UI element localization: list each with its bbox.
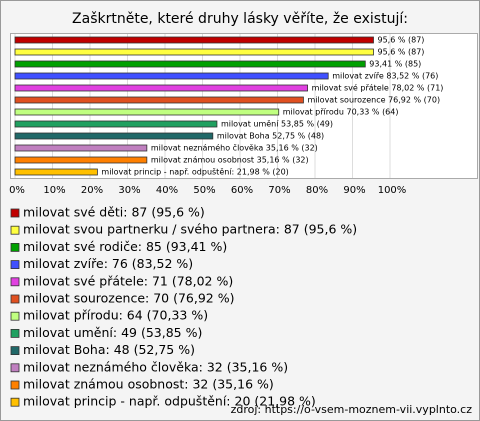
legend-label: milovat zvíře: 76 (83,52 %) [23,256,193,271]
data-label: milovat zvíře 83,52 % (76) [332,72,438,81]
source: zdroj: https://o-vsem-moznem-vii.vyplnto… [231,403,473,416]
legend-swatch [10,225,20,235]
x-tick-label: 60% [231,185,253,196]
data-label: 95,6 % (87) [378,36,425,45]
legend-label: milovat neznámého člověka: 32 (35,16 %) [23,359,288,374]
legend-label: milovat své rodiče: 85 (93,41 %) [23,239,227,254]
data-label: milovat princip - např. odpuštění: 21,98… [101,167,288,177]
legend-swatch [10,311,20,321]
x-tick-label: 0% [9,185,25,196]
legend-swatch [10,260,20,270]
x-tick-label: 50% [193,185,215,196]
data-label: milovat umění 53,85 % (49) [221,120,333,129]
legend-swatch [10,397,20,407]
bar [14,144,148,152]
legend-label: milovat přírodu: 64 (70,33 %) [23,308,208,323]
x-tick-label: 20% [81,185,103,196]
legend-swatch [10,208,20,218]
data-label: milovat Boha 52,75 % (48) [217,132,324,141]
bar [14,60,366,68]
bar [14,168,98,176]
legend-label: milovat známou osobnost: 32 (35,16 %) [23,377,274,392]
bar [14,108,280,116]
bar [14,156,148,164]
legend-swatch [10,242,20,252]
legend-label: milovat umění: 49 (53,85 %) [23,325,202,340]
data-label: 93,41 % (85) [369,60,421,69]
legend-swatch [10,277,20,287]
legend-swatch [10,328,20,338]
x-tick-label: 80% [306,185,328,196]
x-tick-label: 70% [268,185,290,196]
data-label: milovat sourozence 76,92 % (70) [307,96,440,105]
bar [14,84,308,92]
legend-label: milovat princip - např. odpuštění: 20 (2… [23,394,316,409]
plot-area [10,33,478,179]
data-label: milovat známou osobnost 35,16 % (32) [151,156,309,165]
legend-label: milovat své děti: 87 (95,6 %) [23,205,205,220]
x-tick-label: 100% [378,185,407,196]
x-tick-label: 10% [43,185,65,196]
chart-title: Zaškrtněte, které druhy lásky věříte, že… [72,11,408,27]
legend-swatch [10,380,20,390]
data-label: milovat své přátele 78,02 % (71) [312,83,444,93]
legend-label: milovat sourozence: 70 (76,92 %) [23,291,235,306]
bar [14,36,374,44]
data-label: 95,6 % (87) [378,48,425,57]
x-tick-label: 90% [343,185,365,196]
bar [14,48,374,56]
legend-swatch [10,294,20,304]
bar [14,96,304,104]
legend-swatch [10,346,20,356]
legend-swatch [10,363,20,373]
data-label: milovat neznámého člověka 35,16 % (32) [151,143,318,153]
legend-label: milovat svou partnerku / svého partnera:… [23,222,357,237]
legend-label: milovat Boha: 48 (52,75 %) [23,342,195,357]
bar [14,72,329,80]
x-tick-label: 40% [156,185,178,196]
x-tick-label: 30% [118,185,140,196]
legend-label: milovat své přátele: 71 (78,02 %) [23,273,233,288]
bar [14,120,218,128]
bar [14,132,214,140]
data-label: milovat přírodu 70,33 % (64) [283,108,399,117]
